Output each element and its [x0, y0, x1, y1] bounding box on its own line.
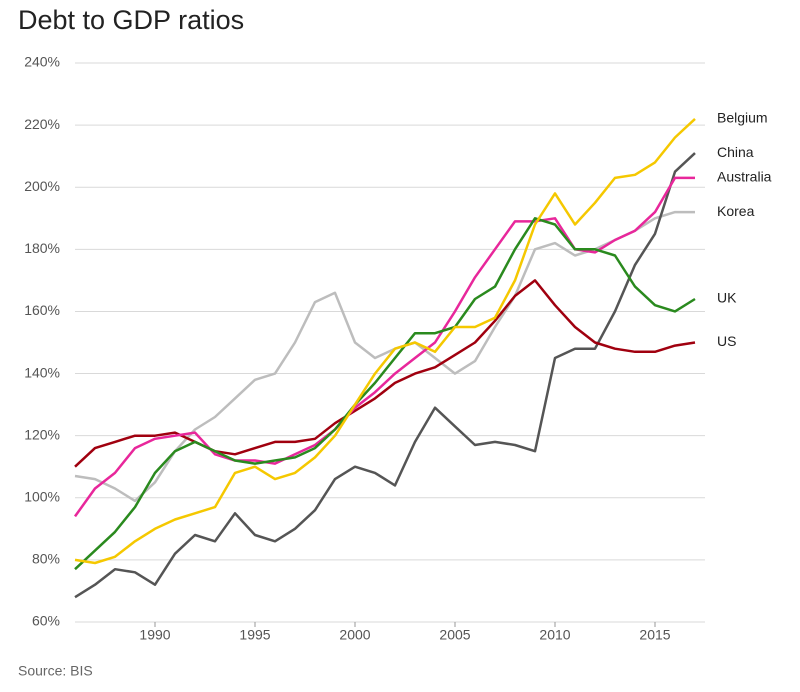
chart-title: Debt to GDP ratios — [18, 5, 244, 35]
series-line — [74, 152, 696, 599]
series-label: Korea — [717, 203, 755, 219]
y-tick-label: 80% — [32, 551, 60, 567]
x-tick-label: 1990 — [139, 627, 170, 643]
x-tick-label: 2010 — [539, 627, 570, 643]
y-tick-label: 220% — [24, 116, 60, 132]
y-tick-label: 200% — [24, 178, 60, 194]
series-label: China — [717, 144, 754, 160]
y-tick-label: 180% — [24, 240, 60, 256]
x-tick-label: 2015 — [639, 627, 670, 643]
series-label: Australia — [717, 169, 772, 185]
x-tick-label: 2005 — [439, 627, 470, 643]
x-tick-label: 1995 — [239, 627, 270, 643]
y-tick-label: 240% — [24, 54, 60, 70]
x-tick-label: 2000 — [339, 627, 370, 643]
y-tick-label: 60% — [32, 613, 60, 629]
series-line — [73, 176, 695, 518]
series-line — [74, 217, 696, 571]
series-label: UK — [717, 290, 737, 306]
series-label: US — [717, 333, 736, 349]
y-tick-label: 100% — [24, 488, 60, 504]
source: Source: BIS — [18, 663, 93, 679]
series-label: Belgium — [717, 110, 768, 126]
series-line — [74, 117, 696, 565]
y-tick-label: 120% — [24, 426, 60, 442]
y-tick-label: 140% — [24, 364, 60, 380]
y-tick-label: 160% — [24, 302, 60, 318]
